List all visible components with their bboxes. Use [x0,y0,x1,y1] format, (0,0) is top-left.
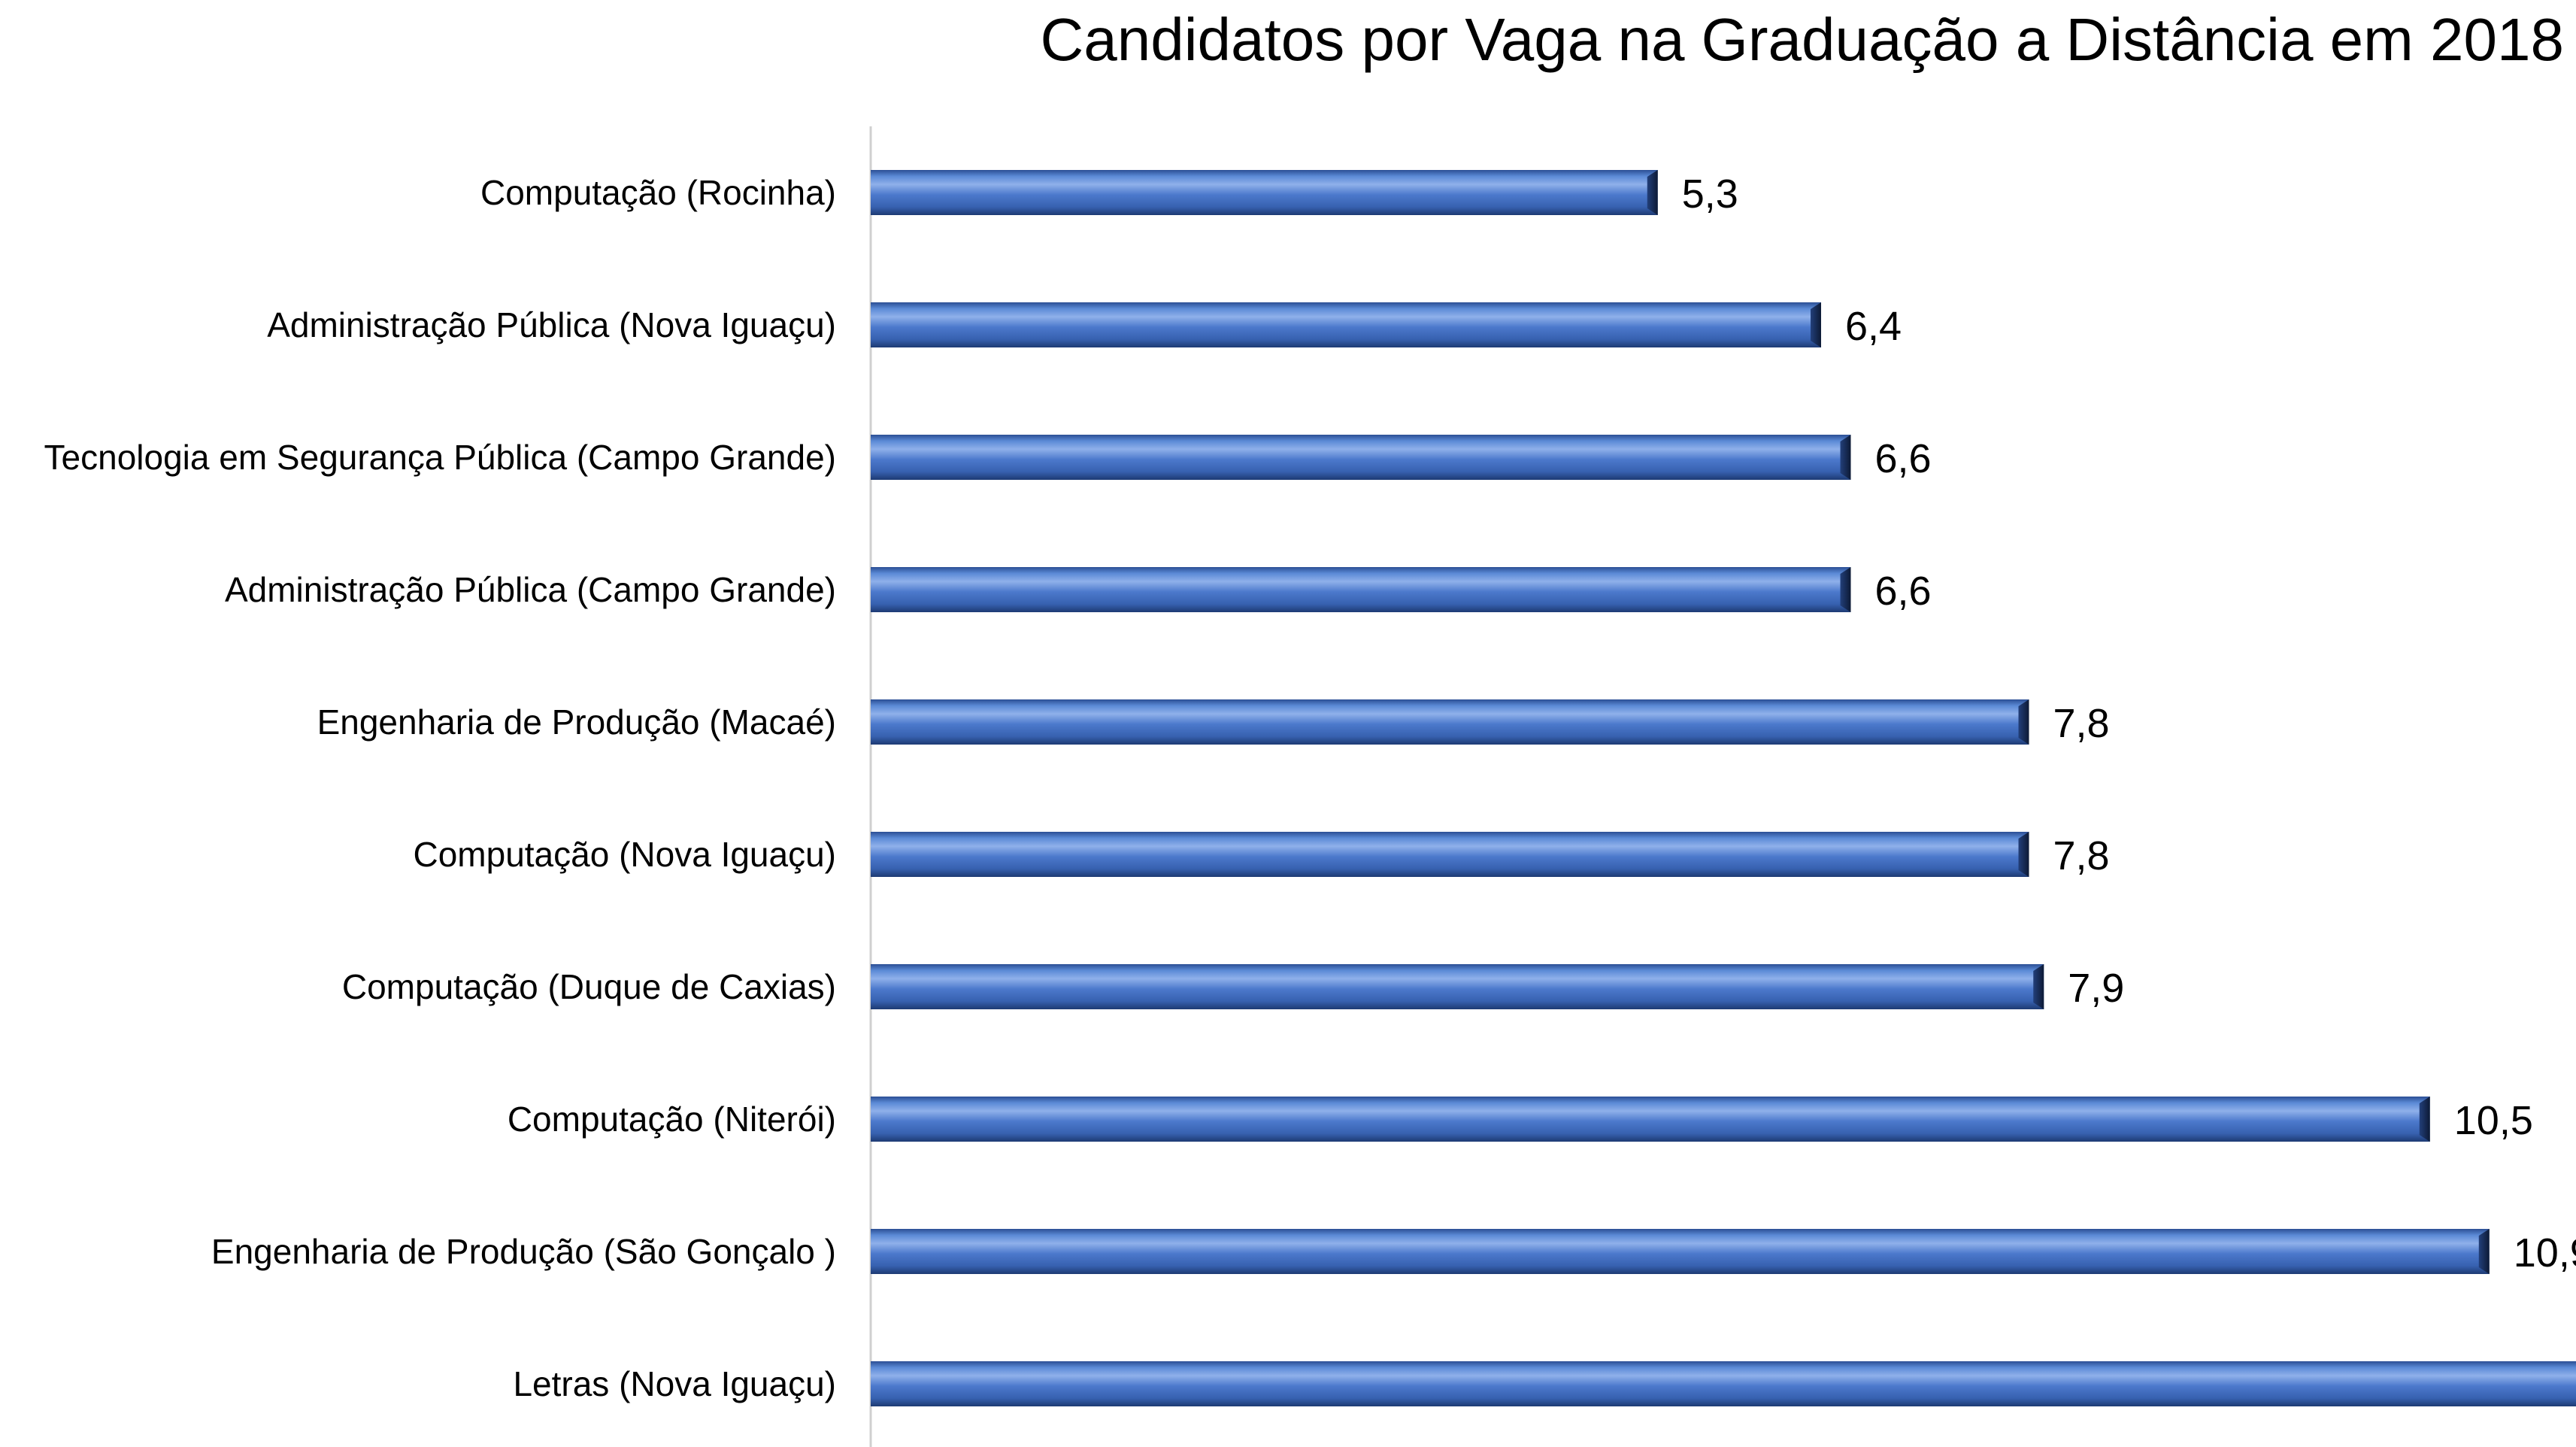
bar-end-cap [2018,699,2029,745]
data-label: 7,8 [2053,701,2110,746]
bar [871,964,2044,1009]
bar-end-cap [1811,302,1821,347]
bars-group [871,170,2576,1406]
data-label: 6,6 [1875,569,1932,614]
bar [871,302,1821,347]
bar-end-cap [1840,567,1851,612]
data-label: 10,9 [2514,1230,2576,1276]
bar-end-cap [2018,832,2029,877]
bar [871,1361,2576,1406]
data-labels-group: 5,36,46,66,67,87,87,910,510,911,6 [1682,171,2576,1276]
bar-end-cap [2033,964,2044,1009]
bar [871,567,1851,612]
bar-end-cap [2419,1097,2430,1142]
category-label: Computação (Nova Iguaçu) [413,835,836,874]
category-label: Tecnologia em Segurança Pública (Campo G… [44,438,836,477]
category-label: Computação (Duque de Caxias) [342,967,836,1006]
data-label: 5,3 [1682,171,1738,217]
category-label: Computação (Niterói) [508,1100,836,1139]
data-label: 10,5 [2454,1098,2533,1143]
data-label: 7,8 [2053,833,2110,878]
data-label: 7,9 [2068,966,2124,1011]
data-label: 6,4 [1845,304,1902,349]
bar-end-cap [1840,435,1851,480]
bar [871,1097,2430,1142]
bar [871,435,1851,480]
bar [871,699,2029,745]
category-labels-group: Computação (Rocinha) Administração Públic… [44,173,836,1403]
category-label: Letras (Nova Iguaçu) [513,1364,836,1403]
bar [871,832,2029,877]
category-label: Engenharia de Produção (São Gonçalo ) [211,1232,836,1271]
data-label: 6,6 [1875,436,1932,481]
bar [871,170,1658,215]
bar-end-cap [2478,1229,2490,1274]
category-label: Administração Pública (Campo Grande) [225,570,836,609]
bar-end-cap [1647,170,1658,215]
category-label: Computação (Rocinha) [480,173,836,212]
chart-title: Candidatos por Vaga na Graduação a Distâ… [1041,6,2564,73]
bar [871,1229,2490,1274]
category-label: Engenharia de Produção (Macaé) [317,702,836,742]
category-label: Administração Pública (Nova Iguaçu) [267,305,836,344]
